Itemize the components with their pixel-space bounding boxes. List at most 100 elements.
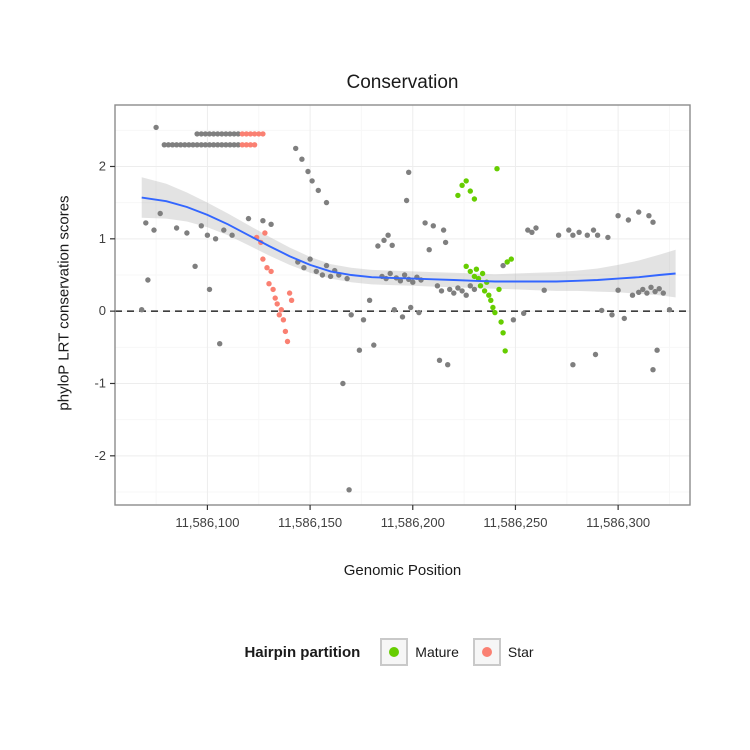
panel-border — [114, 104, 691, 506]
data-point-other — [436, 357, 443, 363]
data-point-star — [284, 338, 291, 345]
data-point-mature — [459, 182, 465, 188]
data-point-other — [416, 309, 422, 316]
data-point-star — [276, 312, 282, 318]
data-point-other — [605, 234, 611, 241]
data-point-other — [650, 219, 656, 225]
data-point-mature — [473, 266, 480, 272]
data-point-other — [206, 286, 213, 293]
data-point-other — [555, 232, 562, 238]
data-point-other — [293, 145, 299, 152]
data-point-other — [307, 256, 313, 262]
data-point-other — [235, 131, 241, 137]
data-point-mature — [500, 330, 506, 336]
data-point-other — [366, 297, 373, 303]
data-point-other — [305, 168, 311, 175]
data-point-mature — [486, 292, 492, 298]
data-point-other — [652, 288, 658, 295]
data-point-star — [272, 295, 278, 301]
data-point-other — [309, 178, 315, 184]
x-tick-label: 11,586,300 — [586, 515, 650, 530]
data-point-other — [198, 223, 204, 229]
data-point-other — [198, 131, 204, 137]
data-point-mature — [508, 256, 514, 262]
data-point-other — [621, 315, 627, 322]
data-point-mature — [492, 309, 498, 316]
data-point-other — [510, 317, 517, 323]
data-point-other — [210, 131, 217, 137]
data-point-other — [447, 286, 453, 293]
data-point-other — [389, 242, 395, 248]
data-point-other — [455, 285, 461, 291]
confidence-band — [141, 177, 676, 298]
legend-item-mature: Mature — [380, 638, 459, 666]
data-point-other — [215, 131, 221, 137]
data-point-other — [194, 142, 200, 148]
data-point-other — [584, 232, 590, 238]
data-point-other — [599, 307, 605, 314]
data-point-other — [313, 268, 319, 275]
data-point-other — [151, 227, 157, 233]
data-point-star — [260, 131, 266, 137]
data-point-star — [247, 142, 254, 148]
data-point-other — [391, 307, 397, 313]
data-point-other — [387, 270, 393, 277]
data-point-other — [340, 380, 346, 387]
data-point-other — [640, 286, 646, 293]
data-point-other — [666, 307, 673, 313]
data-point-other — [268, 221, 274, 227]
data-point-other — [594, 232, 601, 238]
data-point-other — [422, 220, 428, 226]
data-point-other — [654, 347, 660, 353]
data-point-other — [245, 215, 252, 222]
data-point-other — [426, 247, 432, 253]
data-point-other — [161, 142, 167, 148]
legend-title: Hairpin partition — [244, 643, 361, 661]
data-point-other — [570, 232, 576, 238]
data-point-other — [212, 236, 219, 242]
data-point-other — [194, 131, 200, 137]
data-point-other — [206, 142, 213, 148]
data-point-other — [219, 142, 225, 148]
data-point-star — [243, 142, 250, 148]
data-point-other — [210, 142, 217, 148]
data-point-mature — [467, 268, 473, 275]
data-point-other — [375, 243, 381, 249]
legend-label-mature: Mature — [415, 644, 459, 660]
data-point-other — [636, 289, 642, 295]
data-point-other — [430, 223, 436, 229]
data-point-other — [153, 124, 159, 131]
data-point-other — [451, 290, 457, 296]
data-point-star — [282, 328, 289, 335]
data-point-other — [190, 142, 196, 148]
data-point-other — [346, 487, 352, 493]
star-dot-icon — [481, 647, 492, 657]
data-point-star — [256, 131, 262, 137]
data-point-star — [264, 265, 270, 271]
data-point-other — [646, 213, 652, 219]
data-point-other — [192, 263, 198, 269]
data-point-other — [434, 283, 441, 289]
data-point-other — [566, 227, 572, 233]
data-point-star — [278, 307, 284, 313]
data-point-other — [440, 227, 447, 233]
data-point-other — [609, 312, 615, 318]
data-point-other — [399, 314, 406, 320]
data-point-star — [270, 286, 276, 293]
data-point-other — [529, 229, 535, 235]
data-point-mature — [467, 188, 473, 194]
data-point-other — [615, 213, 621, 219]
data-point-other — [463, 292, 469, 298]
data-point-other — [235, 142, 241, 148]
data-point-star — [268, 268, 274, 275]
data-point-star — [251, 142, 258, 148]
data-point-star — [266, 281, 272, 287]
y-tick-label: 1 — [99, 231, 106, 246]
data-point-mature — [490, 304, 496, 311]
data-point-other — [231, 142, 237, 148]
data-point-other — [157, 210, 163, 217]
data-point-other — [198, 142, 204, 148]
panel-background — [115, 105, 690, 505]
chart-title: Conservation — [346, 72, 459, 93]
